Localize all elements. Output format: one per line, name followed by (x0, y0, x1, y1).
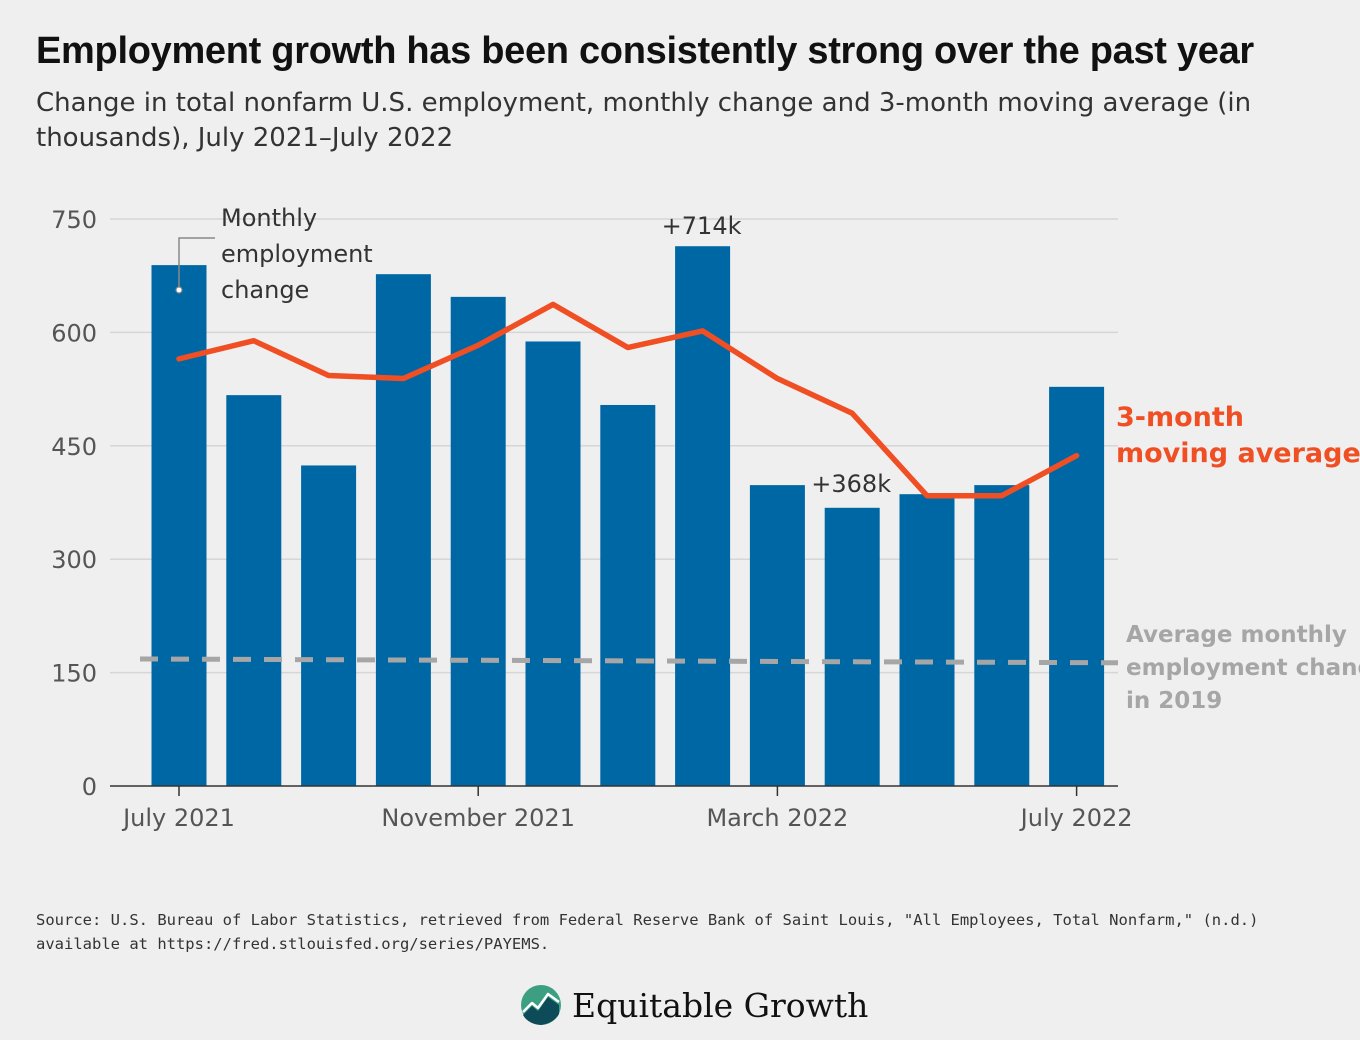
brand: Equitable Growth (520, 982, 868, 1028)
x-tick-label: July 2022 (1019, 804, 1133, 832)
reference-label-line: employment change (1126, 655, 1360, 681)
reference-dashed-line (139, 656, 1119, 666)
bar (151, 265, 207, 787)
bar-label-line: change (221, 276, 309, 304)
bar (525, 341, 581, 786)
moving-average-label-line: 3-month (1116, 402, 1244, 433)
bar (600, 404, 656, 786)
bar (375, 274, 431, 786)
peak-value-label: +714k (662, 212, 742, 240)
y-tick-label: 150 (51, 660, 97, 688)
x-tick-label: March 2022 (706, 804, 848, 832)
reference-line-label: Average monthly employment change in 2019 (1126, 622, 1360, 714)
callout-dot (175, 286, 183, 294)
x-tick-label: July 2021 (121, 804, 235, 832)
y-tick-label: 0 (82, 773, 97, 801)
moving-average-label-line: moving average (1116, 438, 1360, 469)
bar (1049, 386, 1105, 786)
bar (824, 507, 880, 786)
reference-label-line: Average monthly (1126, 622, 1347, 648)
bar (899, 494, 955, 786)
moving-average-line (176, 301, 1080, 499)
bar (675, 246, 731, 786)
reference-label-line: in 2019 (1126, 688, 1222, 714)
chart-subtitle: Change in total nonfarm U.S. employment,… (36, 88, 1252, 153)
bar-label-line: employment (221, 240, 373, 268)
bar (974, 485, 1030, 786)
employment-chart: 0 150 300 450 600 750 July 2021 November 2021 M… (51, 204, 1360, 832)
brand-name: Equitable Growth (572, 985, 869, 1025)
x-tick-label: November 2021 (381, 804, 575, 832)
low-value-label: +368k (811, 470, 891, 498)
callout-leader-line (178, 237, 215, 288)
bar (226, 395, 282, 786)
source-note: Source: U.S. Bureau of Labor Statistics,… (36, 911, 1259, 953)
bar (450, 296, 506, 786)
y-tick-label: 750 (51, 206, 97, 234)
bar (301, 465, 357, 786)
y-tick-label: 300 (51, 546, 97, 574)
equitable-growth-logo-icon (521, 985, 561, 1025)
y-tick-label: 450 (51, 433, 97, 461)
chart-title: Employment growth has been consistently … (36, 30, 1254, 72)
y-tick-label: 600 (51, 319, 97, 347)
bar-label-line: Monthly (221, 204, 317, 232)
bar (749, 485, 805, 786)
moving-average-label: 3-month moving average (1116, 402, 1360, 469)
bar-series-label: Monthly employment change (221, 204, 373, 304)
